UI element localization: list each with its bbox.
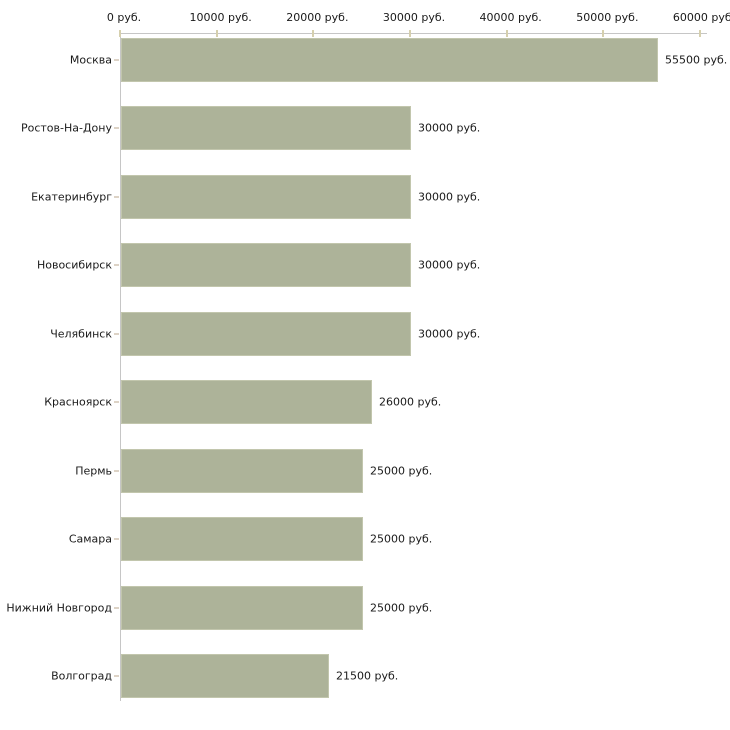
value-label: 30000 руб. — [418, 258, 481, 272]
x-tick-label: 10000 руб. — [189, 11, 252, 24]
category-tick-mark — [114, 195, 119, 198]
value-label: 30000 руб. — [418, 190, 481, 203]
x-tick-mark — [409, 30, 411, 37]
bar — [121, 448, 363, 493]
category-label: Волгоград — [51, 669, 112, 683]
category-tick-mark — [114, 401, 119, 403]
category-tick-mark — [114, 127, 119, 129]
bar — [121, 585, 363, 630]
x-tick-label: 30000 руб. — [382, 11, 446, 24]
category-tick-mark — [114, 469, 119, 472]
category-label: Пермь — [75, 464, 112, 477]
x-tick-label: 50000 руб. — [576, 11, 639, 24]
x-tick-mark — [215, 30, 218, 37]
value-label: 25000 руб. — [370, 464, 433, 477]
bar — [121, 654, 329, 698]
bar — [121, 311, 411, 356]
category-label: Нижний Новгород — [6, 601, 112, 614]
x-tick-mark — [602, 30, 605, 37]
category-label: Красноярск — [44, 395, 112, 409]
category-label: Новосибирск — [36, 258, 112, 272]
category-tick-mark — [114, 332, 119, 335]
x-tick-label: 40000 руб. — [479, 11, 542, 24]
bar — [121, 174, 411, 219]
bar — [121, 380, 372, 424]
category-tick-mark — [114, 538, 119, 540]
category-label: Челябинск — [50, 327, 112, 340]
x-tick-mark — [119, 30, 121, 37]
y-axis-line — [120, 33, 121, 701]
category-label: Самара — [68, 532, 112, 546]
x-axis-line — [120, 33, 707, 34]
x-tick-mark — [699, 30, 701, 37]
bar — [121, 517, 363, 561]
x-tick-mark — [505, 30, 508, 37]
bar — [121, 37, 658, 82]
bar — [121, 106, 411, 150]
value-label: 25000 руб. — [370, 601, 433, 614]
category-tick-mark — [114, 675, 119, 677]
category-label: Ростов-На-Дону — [20, 121, 112, 135]
category-label: Москва — [69, 53, 112, 66]
value-label: 30000 руб. — [418, 121, 481, 135]
category-tick-mark — [114, 606, 119, 609]
category-label: Екатеринбург — [31, 190, 112, 203]
value-label: 25000 руб. — [370, 532, 433, 546]
value-label: 21500 руб. — [336, 669, 399, 683]
value-label: 26000 руб. — [379, 395, 442, 409]
value-label: 55500 руб. — [665, 53, 728, 66]
category-tick-mark — [114, 58, 119, 61]
x-tick-label: 0 руб. — [106, 11, 142, 24]
x-tick-label: 60000 руб. — [672, 11, 730, 24]
x-tick-mark — [312, 30, 315, 37]
x-tick-label: 20000 руб. — [286, 11, 349, 24]
bar — [121, 243, 411, 287]
value-label: 30000 руб. — [418, 327, 481, 340]
category-tick-mark — [114, 264, 119, 266]
